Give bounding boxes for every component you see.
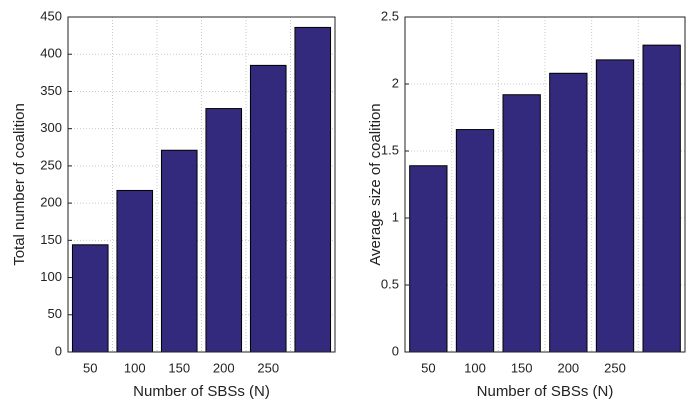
y-tick-label: 100 bbox=[40, 269, 62, 284]
y-axis-label: Total number of coalition bbox=[11, 103, 28, 266]
bar bbox=[205, 108, 243, 353]
bar bbox=[642, 44, 681, 353]
x-tick-label: 200 bbox=[557, 360, 579, 375]
y-tick-label: 2 bbox=[392, 75, 399, 90]
y-tick-label: 2.5 bbox=[381, 8, 399, 23]
x-tick-label: 200 bbox=[213, 360, 235, 375]
bar bbox=[409, 165, 448, 353]
bar bbox=[549, 72, 588, 353]
plot-frame bbox=[67, 16, 336, 353]
y-tick-label: 350 bbox=[40, 83, 62, 98]
y-tick-label: 150 bbox=[40, 232, 62, 247]
y-tick-label: 250 bbox=[40, 157, 62, 172]
bar bbox=[502, 94, 541, 353]
y-tick-label: 450 bbox=[40, 8, 62, 23]
y-tick-label: 0 bbox=[392, 343, 399, 358]
bar bbox=[455, 129, 495, 353]
x-axis-label: Number of SBSs (N) bbox=[133, 383, 270, 400]
y-tick-label: 1 bbox=[392, 209, 399, 224]
y-tick-label: 0.5 bbox=[381, 276, 399, 291]
bar bbox=[249, 64, 287, 353]
bar bbox=[160, 149, 198, 353]
y-tick-label: 1.5 bbox=[381, 142, 399, 157]
y-tick-label: 50 bbox=[48, 306, 62, 321]
plot-frame bbox=[404, 16, 686, 353]
y-tick-label: 400 bbox=[40, 46, 62, 61]
x-tick-label: 50 bbox=[83, 360, 97, 375]
x-tick-label: 100 bbox=[124, 360, 146, 375]
x-tick-label: 50 bbox=[421, 360, 435, 375]
bar bbox=[294, 26, 332, 353]
x-tick-label: 250 bbox=[604, 360, 626, 375]
y-tick-label: 200 bbox=[40, 195, 62, 210]
bar bbox=[595, 59, 635, 353]
x-tick-label: 150 bbox=[511, 360, 533, 375]
y-tick-label: 0 bbox=[55, 343, 62, 358]
x-tick-label: 100 bbox=[464, 360, 486, 375]
x-axis-label: Number of SBSs (N) bbox=[477, 383, 614, 400]
bar bbox=[71, 244, 109, 353]
x-tick-label: 250 bbox=[257, 360, 279, 375]
y-tick-label: 300 bbox=[40, 120, 62, 135]
bar bbox=[116, 189, 154, 353]
y-axis-label: Average size of coalition bbox=[367, 103, 384, 265]
x-tick-label: 150 bbox=[168, 360, 190, 375]
